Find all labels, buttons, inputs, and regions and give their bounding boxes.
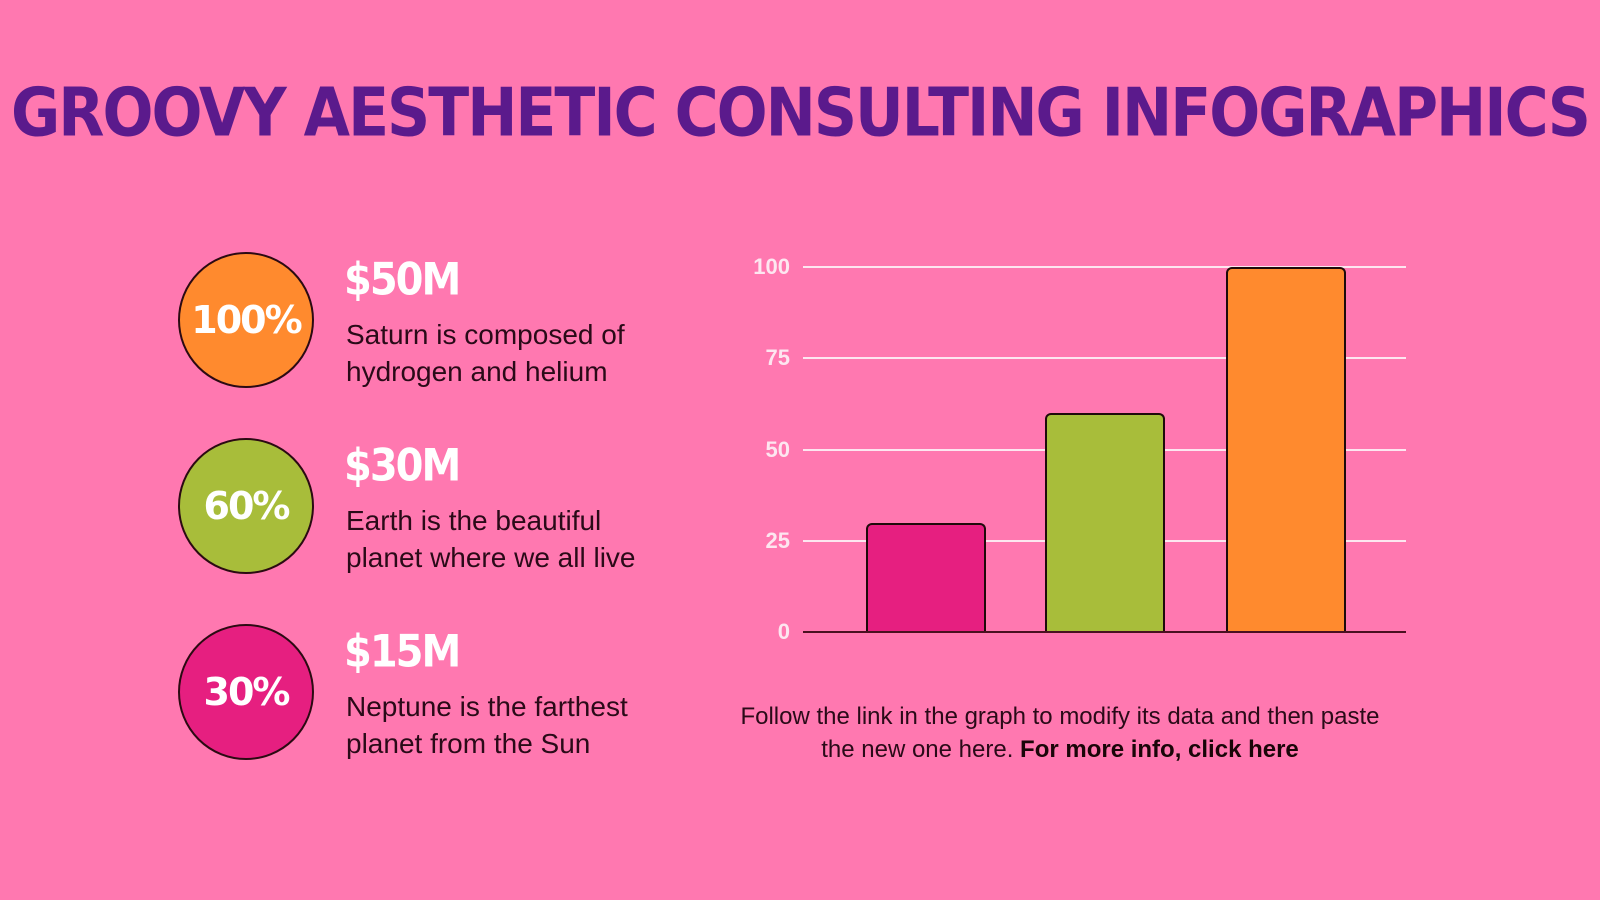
amount-label: $50M — [344, 254, 461, 306]
percent-badge: 30% — [178, 624, 314, 760]
page-title: GROOVY AESTHETIC CONSULTING INFOGRAPHICS — [11, 73, 1591, 153]
y-tick-label: 100 — [753, 254, 790, 279]
amount-label: $15M — [344, 626, 461, 678]
description-line: planet where we all live — [346, 542, 636, 573]
gridline — [803, 357, 1406, 359]
amount-label: $30M — [344, 440, 461, 492]
bar-2[interactable] — [1045, 413, 1165, 633]
description-line: Saturn is composed of — [346, 319, 625, 350]
percent-badge: 100% — [178, 252, 314, 388]
footnote: Follow the link in the graph to modify i… — [740, 700, 1380, 766]
description-line: Neptune is the farthest — [346, 691, 628, 722]
stat-item-neptune: 30% $15M Neptune is the farthest planet … — [178, 624, 698, 764]
more-info-link[interactable]: For more info, click here — [1020, 736, 1299, 763]
description: Neptune is the farthest planet from the … — [346, 688, 628, 762]
gridline — [803, 266, 1406, 268]
bar-chart[interactable]: 100 75 50 25 0 — [720, 240, 1420, 660]
stat-item-earth: 60% $30M Earth is the beautiful planet w… — [178, 438, 698, 578]
description: Earth is the beautiful planet where we a… — [346, 502, 636, 576]
x-axis-baseline — [803, 631, 1406, 633]
description: Saturn is composed of hydrogen and heliu… — [346, 316, 625, 390]
y-tick-label: 0 — [777, 619, 790, 644]
description-line: planet from the Sun — [346, 728, 591, 759]
bar-3[interactable] — [1226, 267, 1346, 633]
description-line: Earth is the beautiful — [346, 505, 602, 536]
y-tick-label: 75 — [765, 345, 790, 370]
y-tick-label: 25 — [765, 528, 790, 553]
bar-1[interactable] — [866, 523, 986, 633]
y-tick-label: 50 — [765, 437, 790, 462]
stat-item-saturn: 100% $50M Saturn is composed of hydrogen… — [178, 252, 698, 392]
description-line: hydrogen and helium — [346, 356, 608, 387]
percent-badge: 60% — [178, 438, 314, 574]
footnote-text: Follow the link in the graph to modify i… — [740, 703, 1380, 763]
